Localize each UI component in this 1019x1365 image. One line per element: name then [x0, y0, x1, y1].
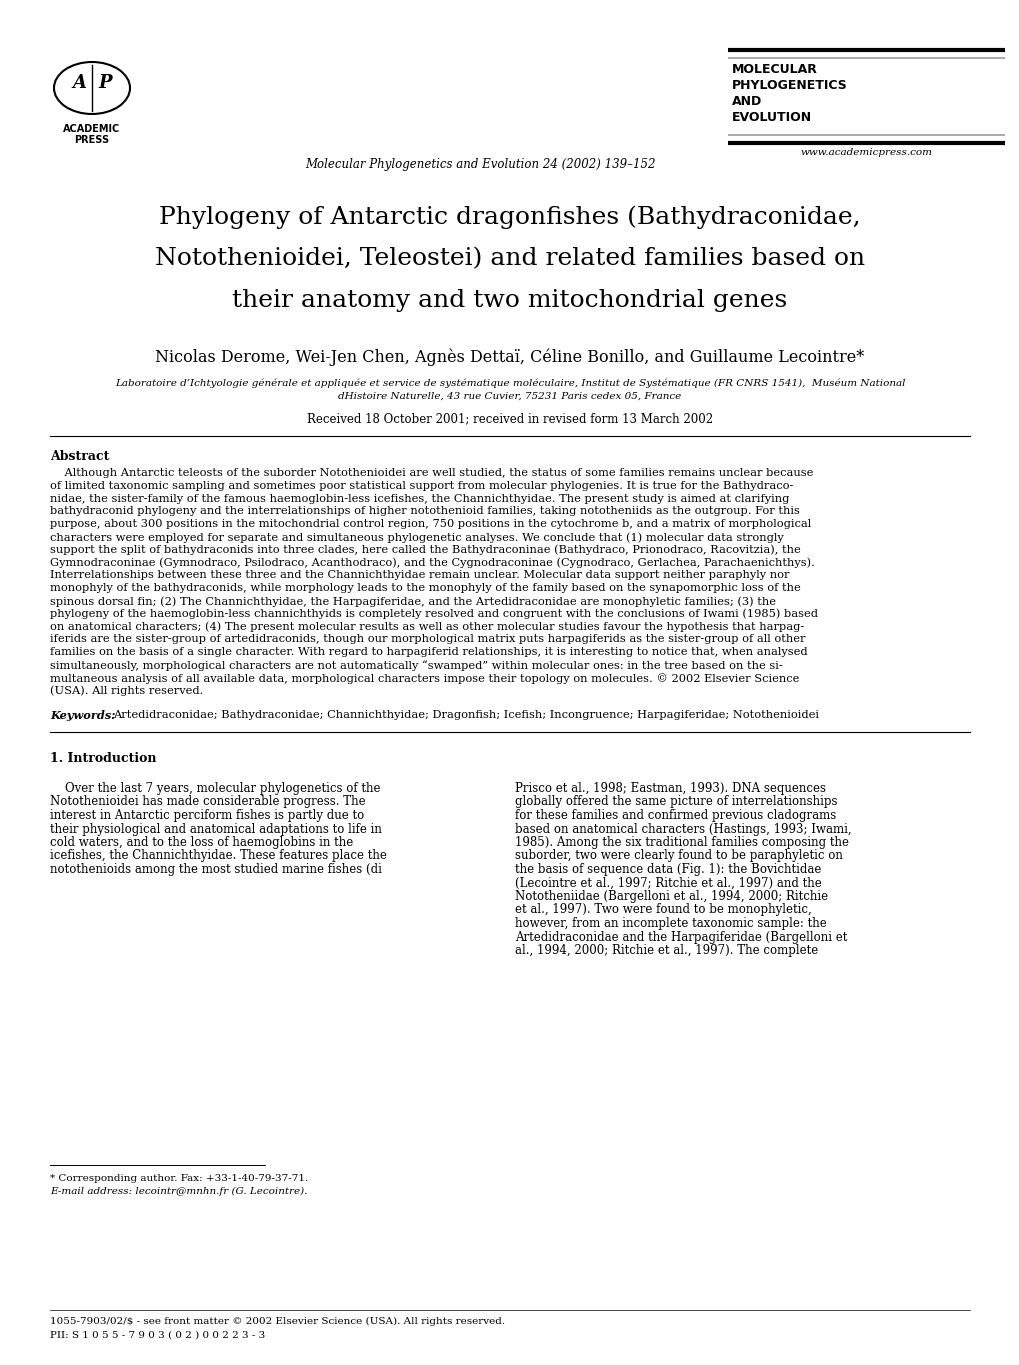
Text: however, from an incomplete taxonomic sample: the: however, from an incomplete taxonomic sa… — [515, 917, 826, 930]
Text: support the split of bathydraconids into three clades, here called the Bathydrac: support the split of bathydraconids into… — [50, 545, 800, 556]
Text: Over the last 7 years, molecular phylogenetics of the: Over the last 7 years, molecular phyloge… — [50, 782, 380, 794]
Text: Phylogeny of Antarctic dragonﬁshes (Bathydraconidae,: Phylogeny of Antarctic dragonﬁshes (Bath… — [159, 205, 860, 228]
Text: A: A — [72, 74, 86, 91]
Text: simultaneously, morphological characters are not automatically “swamped” within : simultaneously, morphological characters… — [50, 661, 782, 670]
Text: notothenioids among the most studied marine fishes (di: notothenioids among the most studied mar… — [50, 863, 381, 876]
Text: Gymnodraconinae (Gymnodraco, Psilodraco, Acanthodraco), and the Cygnodraconinae : Gymnodraconinae (Gymnodraco, Psilodraco,… — [50, 557, 814, 568]
Text: purpose, about 300 positions in the mitochondrial control region, 750 positions : purpose, about 300 positions in the mito… — [50, 519, 810, 530]
Text: multaneous analysis of all available data, morphological characters impose their: multaneous analysis of all available dat… — [50, 673, 799, 684]
Text: Nicolas Derome, Wei-Jen Chen, Agnès Dettaï, Céline Bonillo, and Guillaume Lecoin: Nicolas Derome, Wei-Jen Chen, Agnès Dett… — [155, 348, 864, 366]
Text: Artedidraconidae; Bathydraconidae; Channichthyidae; Dragonﬁsh; Iceﬁsh; Incongrue: Artedidraconidae; Bathydraconidae; Chann… — [113, 710, 818, 719]
Text: ACADEMIC: ACADEMIC — [63, 124, 120, 134]
Text: bathydraconid phylogeny and the interrelationships of higher notothenioid famili: bathydraconid phylogeny and the interrel… — [50, 506, 799, 516]
Text: Artedidraconidae and the Harpagiferidae (Bargelloni et: Artedidraconidae and the Harpagiferidae … — [515, 931, 847, 943]
Text: Prisco et al., 1998; Eastman, 1993). DNA sequences: Prisco et al., 1998; Eastman, 1993). DNA… — [515, 782, 825, 794]
Text: dHistoire Naturelle, 43 rue Cuvier, 75231 Paris cedex 05, France: dHistoire Naturelle, 43 rue Cuvier, 7523… — [338, 392, 681, 401]
Text: PHYLOGENETICS: PHYLOGENETICS — [732, 79, 847, 91]
Text: 1055-7903/02/$ - see front matter © 2002 Elsevier Science (USA). All rights rese: 1055-7903/02/$ - see front matter © 2002… — [50, 1317, 504, 1327]
Text: globally offered the same picture of interrelationships: globally offered the same picture of int… — [515, 796, 837, 808]
Text: 1. Introduction: 1. Introduction — [50, 752, 156, 764]
Text: * Corresponding author. Fax: +33-1-40-79-37-71.: * Corresponding author. Fax: +33-1-40-79… — [50, 1174, 308, 1183]
Text: suborder, two were clearly found to be paraphyletic on: suborder, two were clearly found to be p… — [515, 849, 842, 863]
Text: Received 18 October 2001; received in revised form 13 March 2002: Received 18 October 2001; received in re… — [307, 412, 712, 425]
Text: of limited taxonomic sampling and sometimes poor statistical support from molecu: of limited taxonomic sampling and someti… — [50, 480, 793, 491]
Text: Notothenioidei, Teleostei) and related families based on: Notothenioidei, Teleostei) and related f… — [155, 247, 864, 270]
Text: AND: AND — [732, 96, 761, 108]
Text: (Lecointre et al., 1997; Ritchie et al., 1997) and the: (Lecointre et al., 1997; Ritchie et al.,… — [515, 876, 821, 890]
Text: Molecular Phylogenetics and Evolution 24 (2002) 139–152: Molecular Phylogenetics and Evolution 24… — [305, 158, 654, 171]
Text: monophyly of the bathydraconids, while morphology leads to the monophyly of the : monophyly of the bathydraconids, while m… — [50, 583, 800, 594]
Text: their physiological and anatomical adaptations to life in: their physiological and anatomical adapt… — [50, 823, 381, 835]
Text: PII: S 1 0 5 5 - 7 9 0 3 ( 0 2 ) 0 0 2 2 3 - 3: PII: S 1 0 5 5 - 7 9 0 3 ( 0 2 ) 0 0 2 2… — [50, 1331, 265, 1340]
Text: cold waters, and to the loss of haemoglobins in the: cold waters, and to the loss of haemoglo… — [50, 835, 353, 849]
Text: families on the basis of a single character. With regard to harpagiferid relatio: families on the basis of a single charac… — [50, 647, 807, 657]
Text: iferids are the sister-group of artedidraconids, though our morphological matrix: iferids are the sister-group of artedidr… — [50, 635, 805, 644]
Text: based on anatomical characters (Hastings, 1993; Iwami,: based on anatomical characters (Hastings… — [515, 823, 851, 835]
Text: PRESS: PRESS — [74, 135, 109, 145]
Text: www.academicpress.com: www.academicpress.com — [799, 147, 931, 157]
Text: on anatomical characters; (4) The present molecular results as well as other mol: on anatomical characters; (4) The presen… — [50, 621, 803, 632]
Text: EVOLUTION: EVOLUTION — [732, 111, 811, 124]
Text: et al., 1997). Two were found to be monophyletic,: et al., 1997). Two were found to be mono… — [515, 904, 811, 916]
Text: for these families and confirmed previous cladograms: for these families and confirmed previou… — [515, 809, 836, 822]
Text: Abstract: Abstract — [50, 450, 109, 463]
Text: Laboratoire d’Ichtyologie générale et appliquée et service de systématique moléc: Laboratoire d’Ichtyologie générale et ap… — [114, 378, 905, 388]
Text: interest in Antarctic perciform fishes is partly due to: interest in Antarctic perciform fishes i… — [50, 809, 364, 822]
Text: Notothenioidei has made considerable progress. The: Notothenioidei has made considerable pro… — [50, 796, 365, 808]
Text: P: P — [98, 74, 112, 91]
Text: characters were employed for separate and simultaneous phylogenetic analyses. We: characters were employed for separate an… — [50, 532, 783, 542]
Text: phylogeny of the haemoglobin-less channichthyids is completely resolved and cong: phylogeny of the haemoglobin-less channi… — [50, 609, 817, 620]
Text: the basis of sequence data (Fig. 1): the Bovichtidae: the basis of sequence data (Fig. 1): the… — [515, 863, 820, 876]
Text: nidae, the sister-family of the famous haemoglobin-less icefishes, the Channicht: nidae, the sister-family of the famous h… — [50, 494, 789, 504]
Text: MOLECULAR: MOLECULAR — [732, 63, 817, 76]
Text: icefishes, the Channichthyidae. These features place the: icefishes, the Channichthyidae. These fe… — [50, 849, 386, 863]
Text: E-mail address: lecointr@mnhn.fr (G. Lecointre).: E-mail address: lecointr@mnhn.fr (G. Lec… — [50, 1188, 307, 1196]
Text: al., 1994, 2000; Ritchie et al., 1997). The complete: al., 1994, 2000; Ritchie et al., 1997). … — [515, 945, 817, 957]
Text: spinous dorsal fin; (2) The Channichthyidae, the Harpagiferidae, and the Artedid: spinous dorsal fin; (2) The Channichthyi… — [50, 597, 775, 606]
Text: Keywords:: Keywords: — [50, 710, 115, 721]
Text: Although Antarctic teleosts of the suborder Notothenioidei are well studied, the: Although Antarctic teleosts of the subor… — [50, 468, 812, 478]
Text: 1985). Among the six traditional families composing the: 1985). Among the six traditional familie… — [515, 835, 848, 849]
Text: (USA). All rights reserved.: (USA). All rights reserved. — [50, 685, 203, 696]
Text: Nototheniidae (Bargelloni et al., 1994, 2000; Ritchie: Nototheniidae (Bargelloni et al., 1994, … — [515, 890, 827, 904]
Text: their anatomy and two mitochondrial genes: their anatomy and two mitochondrial gene… — [232, 289, 787, 313]
Text: Interrelationships between these three and the Channichthyidae remain unclear. M: Interrelationships between these three a… — [50, 571, 789, 580]
